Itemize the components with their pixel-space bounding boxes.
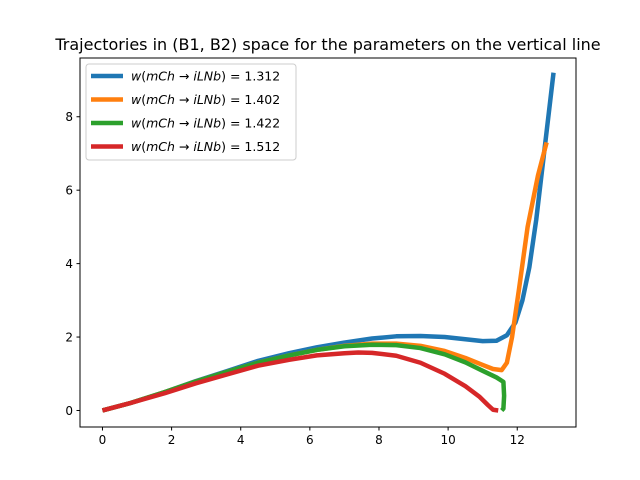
x-tick-label: 12 — [510, 433, 525, 447]
legend-box — [85, 63, 297, 161]
legend-label-1.422: w(mCh → iLNb) = 1.422 — [131, 116, 280, 131]
x-axis: 0 2 4 6 8 10 12 — [99, 427, 525, 447]
legend-label-1.312: w(mCh → iLNb) = 1.312 — [131, 69, 280, 84]
legend: w(mCh → iLNb) = 1.312 w(mCh → iLNb) = 1.4… — [85, 63, 297, 161]
axes-frame — [79, 57, 577, 428]
legend-label-1.402: w(mCh → iLNb) = 1.402 — [131, 92, 280, 107]
chart-title: Trajectories in (B1, B2) space for the p… — [54, 35, 600, 54]
series-line-1.422 — [101, 342, 507, 413]
y-tick-label: 0 — [65, 404, 73, 418]
y-tick-label: 4 — [65, 257, 73, 271]
x-tick-label: 4 — [237, 433, 245, 447]
y-tick-label: 2 — [65, 331, 73, 345]
x-tick-label: 8 — [375, 433, 383, 447]
x-tick-label: 0 — [99, 433, 107, 447]
x-tick-label: 6 — [306, 433, 314, 447]
y-axis: 0 2 4 6 8 — [65, 110, 80, 418]
x-tick-label: 10 — [440, 433, 455, 447]
y-tick-label: 6 — [65, 184, 73, 198]
y-tick-label: 8 — [65, 110, 73, 124]
x-tick-label: 2 — [168, 433, 176, 447]
series-line-1.512 — [101, 350, 499, 413]
legend-label-1.512: w(mCh → iLNb) = 1.512 — [131, 139, 280, 154]
plot-area — [101, 72, 556, 413]
